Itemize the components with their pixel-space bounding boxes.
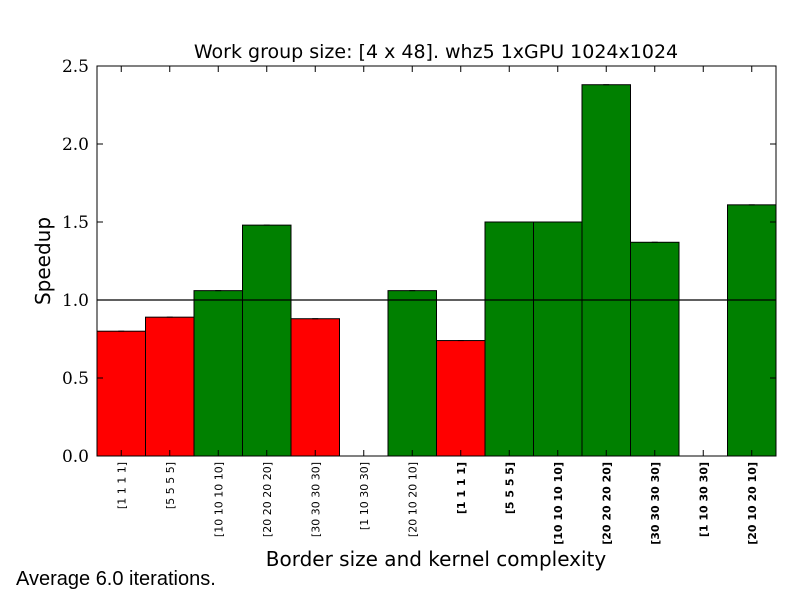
bar — [630, 241, 680, 457]
y-axis: 0.0 0.5 1.0 1.5 2.0 2.5 — [62, 57, 776, 467]
x-tick-label: [20 10 20 10] — [406, 462, 419, 537]
y-axis-label: Speedup — [31, 217, 55, 305]
y-tick-label: 2.5 — [62, 57, 89, 77]
bar — [484, 221, 534, 457]
bar — [436, 340, 486, 457]
bar — [242, 224, 292, 457]
x-tick-label: [30 30 30 30] — [309, 462, 322, 537]
bar — [533, 221, 583, 457]
bar — [96, 330, 146, 457]
footnote: Average 6.0 iterations. — [16, 568, 216, 590]
x-tick-label: [5 5 5 5] — [164, 462, 177, 509]
chart-title: Work group size: [4 x 48]. whz5 1xGPU 10… — [194, 41, 678, 63]
x-tick-label: [20 20 20 20] — [261, 462, 274, 537]
y-tick-label: 2.0 — [62, 135, 89, 155]
bar — [193, 290, 243, 457]
bar — [387, 290, 437, 457]
x-tick-label: [5 5 5 5] — [503, 462, 516, 514]
x-tick-label: [1 1 1 1] — [115, 462, 128, 509]
y-tick-label: 0.0 — [62, 447, 89, 467]
bar — [727, 204, 777, 457]
x-tick-label: [1 1 1 1] — [455, 462, 468, 514]
x-axis-label: Border size and kernel complexity — [266, 547, 607, 571]
bar — [581, 84, 631, 457]
x-tick-label: [30 30 30 30] — [649, 462, 662, 545]
x-tick-label: [1 10 30 30] — [697, 462, 710, 537]
x-axis: [1 1 1 1] [5 5 5 5] [10 10 10 10] [20 20 20… — [115, 66, 759, 545]
bars-group — [96, 84, 777, 457]
x-tick-label: [10 10 10 10] — [552, 462, 565, 545]
y-tick-label: 1.0 — [62, 291, 89, 311]
bar — [145, 316, 195, 457]
x-tick-label: [20 20 20 20] — [600, 462, 613, 545]
x-tick-label: [20 10 20 10] — [746, 462, 759, 545]
plot-frame — [96, 65, 777, 457]
x-tick-label: [1 10 30 30] — [358, 462, 371, 530]
x-tick-label: [10 10 10 10] — [212, 462, 225, 537]
y-tick-label: 1.5 — [62, 213, 89, 233]
y-tick-label: 0.5 — [62, 369, 89, 389]
bar — [290, 318, 340, 457]
